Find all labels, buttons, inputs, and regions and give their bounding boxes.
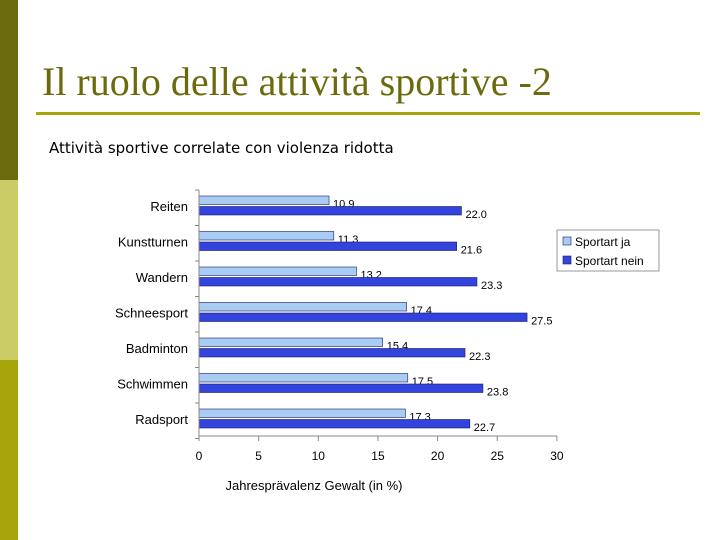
bar xyxy=(198,277,478,287)
category-label: Kunstturnen xyxy=(118,235,188,250)
bar xyxy=(198,266,357,276)
bar xyxy=(198,408,406,418)
legend-box xyxy=(556,229,660,272)
category-label: Reiten xyxy=(150,199,188,214)
data-label: 22.3 xyxy=(469,351,490,363)
sidebar-stripe-bottom xyxy=(0,360,18,540)
x-tick-label: 20 xyxy=(431,449,445,463)
legend-swatch xyxy=(562,236,572,246)
category-label: Schwimmen xyxy=(117,377,188,392)
title-underline xyxy=(36,112,700,115)
bar xyxy=(198,419,471,429)
bar xyxy=(198,231,335,241)
category-label: Radsport xyxy=(135,412,188,427)
bar xyxy=(198,206,462,216)
x-tick-label: 5 xyxy=(255,449,262,463)
slide-subtitle: Attività sportive correlate con violenza… xyxy=(49,139,394,157)
legend-label: Sportart ja xyxy=(575,235,631,249)
bar xyxy=(198,302,407,312)
bar xyxy=(198,241,457,251)
bar xyxy=(198,373,409,383)
x-tick-label: 10 xyxy=(312,449,326,463)
x-tick-label: 30 xyxy=(550,449,564,463)
x-axis-label: Jahresprävalenz Gewalt (in %) xyxy=(225,478,402,493)
x-tick-label: 25 xyxy=(491,449,505,463)
x-tick-label: 15 xyxy=(371,449,385,463)
legend-label: Sportart nein xyxy=(575,254,644,268)
data-label: 23.3 xyxy=(481,280,502,292)
sidebar-stripe-middle xyxy=(0,180,18,360)
bar xyxy=(198,195,330,205)
data-label: 27.5 xyxy=(531,316,552,328)
bar xyxy=(198,337,384,347)
data-label: 22.0 xyxy=(465,209,486,221)
x-tick-label: 0 xyxy=(196,449,203,463)
slide-title: Il ruolo delle attività sportive -2 xyxy=(42,59,552,104)
bar xyxy=(198,383,484,393)
data-label: 21.6 xyxy=(461,245,482,257)
category-label: Schneesport xyxy=(115,306,188,321)
category-label: Badminton xyxy=(126,341,188,356)
legend-swatch xyxy=(562,255,572,265)
data-label: 22.7 xyxy=(474,422,495,434)
sidebar-stripe-top xyxy=(0,0,18,180)
category-label: Wandern xyxy=(136,270,188,285)
data-label: 23.8 xyxy=(487,387,508,399)
bar xyxy=(198,348,466,358)
bar xyxy=(198,312,528,322)
